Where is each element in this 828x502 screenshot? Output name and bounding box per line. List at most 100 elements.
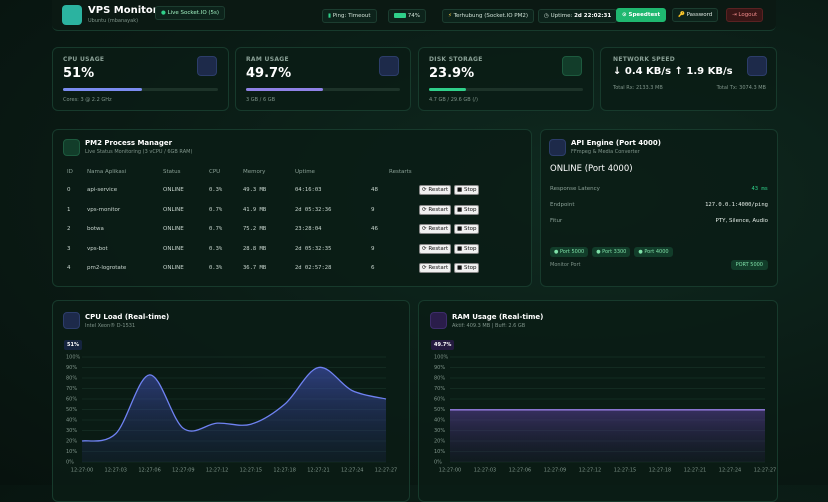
ping-pill: ▮ Ping: Timeout — [322, 9, 377, 23]
uptime-label: Uptime: — [550, 13, 573, 19]
restart-button[interactable]: ⟳ Restart — [419, 224, 452, 234]
ram-chart-panel: RAM Usage (Real-time) Aktif: 409.3 MB | … — [418, 300, 778, 502]
progress-fill — [246, 88, 323, 91]
battery-text: 74% — [407, 13, 420, 19]
stat-value: ↓ 0.4 KB/s ↑ 1.9 KB/s — [613, 66, 733, 77]
chart-badge: 51% — [64, 340, 82, 350]
restart-button[interactable]: ⟳ Restart — [419, 204, 452, 215]
restart-button[interactable]: ⟳ Restart — [419, 263, 452, 273]
chart-badge: 49.7% — [431, 340, 455, 350]
chart-icon — [63, 312, 80, 329]
field-label: Fitur — [550, 218, 563, 224]
table-cell: 04:16:03 — [295, 187, 322, 193]
field-value: 127.0.0.1:4000/ping — [705, 202, 768, 208]
column-header: Memory — [243, 169, 266, 175]
port-tag: ● Port 4000 — [634, 247, 673, 257]
api-fields: Response Latency 43 ms Endpoint 127.0.0.1:4… — [541, 130, 777, 286]
table-cell: api-service — [87, 187, 118, 193]
table-cell: 3 — [67, 245, 71, 252]
stat-card: CPU USAGE 51% Cores: 3 @ 2.2 GHz — [52, 47, 229, 111]
stat-card: RAM USAGE 49.7% 3 GB / 6 GB — [235, 47, 411, 111]
table-cell: 6 — [371, 265, 375, 271]
table-cell: 41.9 MB — [243, 206, 267, 213]
column-header: ID — [67, 169, 73, 175]
progress-fill — [429, 88, 466, 91]
progress-track — [63, 88, 218, 91]
restart-label: Restart — [428, 226, 449, 232]
stat-icon — [197, 56, 217, 76]
battery-pill: 74% — [388, 9, 426, 23]
logo — [62, 5, 82, 25]
table-cell: 0 — [67, 187, 71, 193]
table-cell: vps-monitor — [87, 206, 121, 213]
column-header: Uptime — [295, 169, 315, 175]
pm2-icon — [63, 139, 80, 156]
pm2-subtitle: Live Status Monitoring (3 vCPU / 6GB RAM… — [85, 149, 193, 155]
ping-text: Ping: Timeout — [332, 13, 371, 19]
uptime-value: 2d 22:02:31 — [574, 13, 612, 19]
stop-button[interactable]: ■ Stop — [454, 263, 480, 273]
table-cell: 0.7% — [209, 206, 223, 213]
stop-button[interactable]: ■ Stop — [454, 204, 480, 215]
table-cell: 2 — [67, 226, 71, 232]
uptime-pill: ◷ Uptime: 2d 22:02:31 — [538, 9, 618, 23]
stat-detail: Total Rx: 2133.3 MB — [613, 85, 663, 91]
table-cell: ONLINE — [163, 187, 184, 193]
table-cell: 23:28:04 — [295, 226, 322, 232]
stat-label: CPU USAGE — [63, 56, 105, 63]
logout-button[interactable]: ⇥ Logout — [726, 8, 764, 22]
table-cell: pm2-logrotate — [87, 265, 127, 271]
table-cell: vps-bot — [87, 245, 108, 252]
table-cell: ONLINE — [163, 226, 184, 232]
table-cell: 49.3 MB — [243, 187, 267, 193]
table-cell: 46 — [371, 226, 378, 232]
connection-text: Terhubung (Socket.IO PM2) — [453, 13, 528, 19]
stop-button[interactable]: ■ Stop — [454, 185, 480, 195]
stop-button[interactable]: ■ Stop — [454, 224, 480, 234]
cpu-chart-panel: CPU Load (Real-time) Intel Xeon® D-1531 … — [52, 300, 410, 502]
port-tag: ● Port 3300 — [592, 247, 631, 257]
restart-label: Restart — [428, 187, 449, 193]
pm2-table: ID Nama Aplikasi Status CPU Memory Uptime Rest… — [53, 130, 531, 286]
port-text: Port 3300 — [602, 249, 627, 255]
table-cell: 28.8 MB — [243, 245, 267, 252]
field-label: Endpoint — [550, 202, 575, 208]
port-tags: ● Port 5000 ● Port 3300 ● Port 4000 — [550, 238, 677, 257]
restart-button[interactable]: ⟳ Restart — [419, 243, 452, 254]
monitor-port: PORT 5000 — [730, 260, 768, 270]
table-cell: 2d 05:32:35 — [295, 245, 332, 252]
password-button[interactable]: 🔑 Password — [672, 8, 719, 22]
stop-label: Stop — [463, 206, 477, 213]
api-icon — [549, 139, 566, 156]
stat-detail: Total Tx: 3074.3 MB — [716, 85, 766, 91]
stat-icon — [562, 56, 582, 76]
table-cell: 2d 02:57:28 — [295, 265, 332, 271]
stat-label: RAM USAGE — [246, 56, 289, 63]
chart-title: RAM Usage (Real-time) — [452, 313, 544, 321]
stat-detail: 3 GB / 6 GB — [246, 97, 276, 103]
progress-track — [429, 88, 583, 91]
api-title: API Engine (Port 4000) — [571, 139, 661, 147]
table-cell: botwa — [87, 226, 104, 232]
field-label: Response Latency — [550, 186, 600, 192]
column-header: Nama Aplikasi — [87, 169, 127, 175]
stat-card: DISK STORAGE 23.9% 4.7 GB / 29.6 GB (/) — [418, 47, 594, 111]
table-cell: 36.7 MB — [243, 265, 267, 271]
stop-button[interactable]: ■ Stop — [454, 243, 480, 254]
stat-label: NETWORK SPEED — [613, 56, 676, 63]
password-label: Password — [686, 12, 713, 18]
table-cell: ONLINE — [163, 265, 184, 271]
progress-track — [246, 88, 400, 91]
chart-subtitle: Intel Xeon® D-1531 — [85, 323, 136, 329]
field-value: 43 ms — [751, 186, 768, 192]
chart-subtitle: Aktif: 409.3 MB | Buff: 2.6 GB — [452, 323, 526, 329]
stat-value: 49.7% — [246, 66, 292, 81]
connection-pill: ⚡ Terhubung (Socket.IO PM2) — [442, 9, 534, 23]
speedtest-button[interactable]: ⊙ Speedtest — [616, 8, 667, 22]
column-header: CPU — [209, 169, 221, 175]
restart-button[interactable]: ⟳ Restart — [419, 185, 452, 195]
app-title: VPS Monitor — [88, 5, 158, 16]
live-pill: ● Live Socket.IO (5s) — [155, 6, 226, 20]
stop-label: Stop — [463, 245, 477, 252]
pm2-title: PM2 Process Manager — [85, 139, 173, 147]
